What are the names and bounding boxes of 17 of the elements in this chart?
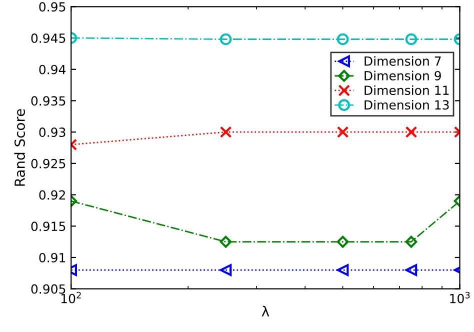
y-tick-label: 0.93 (39, 128, 66, 137)
y-axis-title: Rand Score (14, 109, 25, 186)
y-tick-label: 0.945 (31, 33, 66, 43)
x-tick-label: 10$^{3}$ (450, 292, 470, 304)
legend-label: Dimension 11 (364, 85, 449, 96)
y-tick-label: 0.915 (31, 222, 66, 232)
y-tick-label: 0.905 (31, 284, 66, 294)
y-tick-label: 0.95 (39, 2, 66, 12)
y-tick-label: 0.94 (39, 64, 66, 74)
y-tick-label: 0.925 (31, 158, 66, 168)
legend-label: Dimension 7 (364, 56, 441, 66)
y-tick-label: 0.92 (39, 190, 65, 200)
y-tick-label: 0.91 (39, 252, 66, 262)
legend-label: Dimension 13 (364, 100, 449, 110)
legend-label: Dimension 9 (364, 70, 441, 80)
x-axis-title: λ (262, 306, 270, 316)
y-tick-label: 0.935 (31, 96, 66, 106)
